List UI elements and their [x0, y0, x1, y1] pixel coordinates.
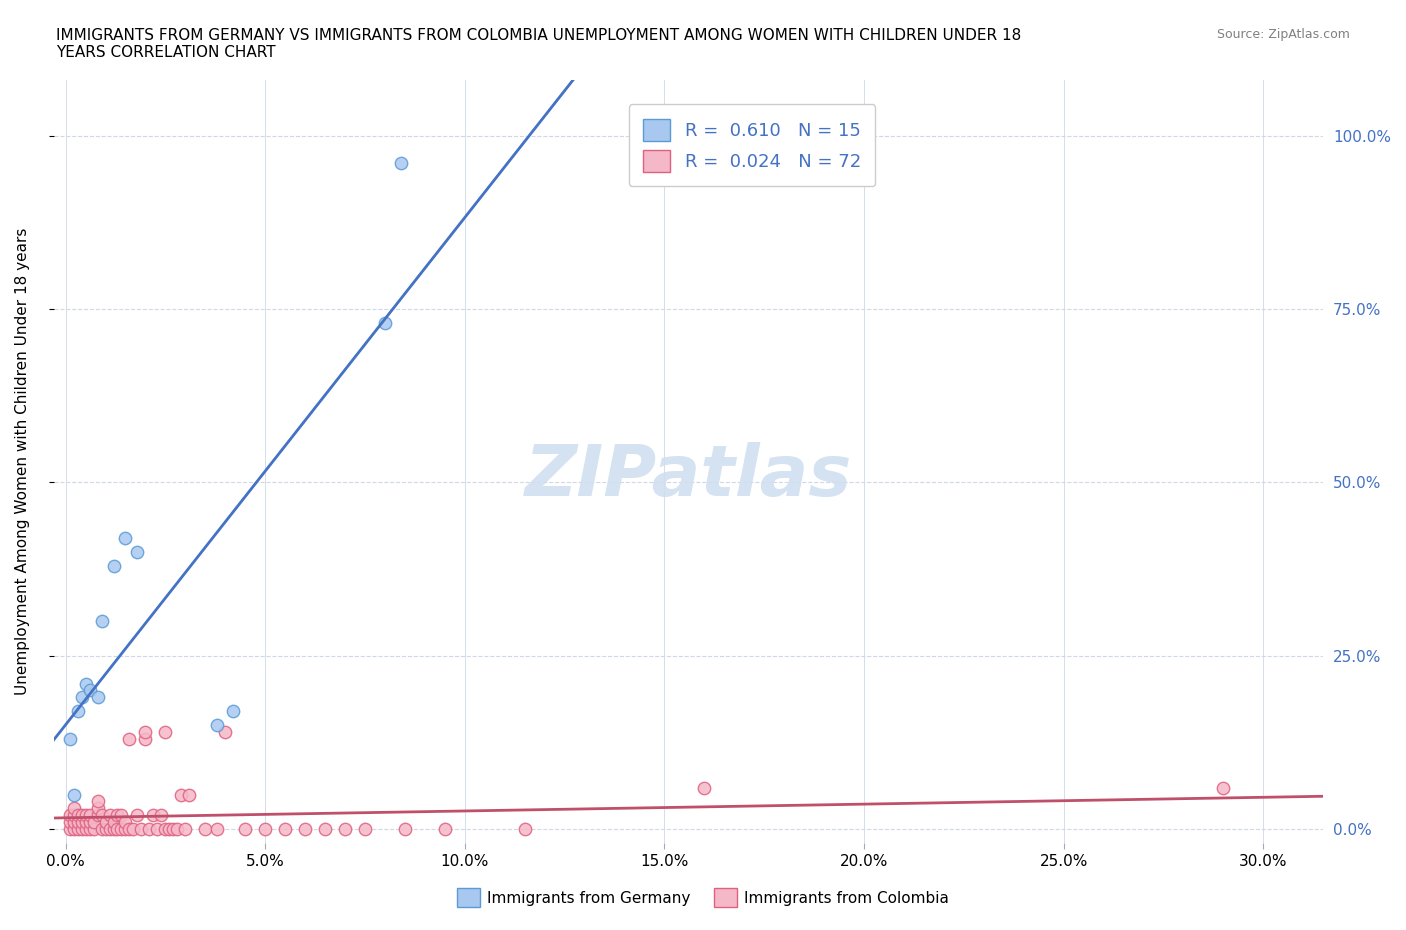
- Point: [179, 787, 201, 802]
- Point: [138, 822, 160, 837]
- Point: [79, 815, 101, 830]
- Point: [86, 690, 108, 705]
- Point: [693, 780, 716, 795]
- Point: [333, 822, 356, 837]
- Point: [75, 676, 97, 691]
- Point: [114, 822, 136, 837]
- Point: [254, 822, 277, 837]
- Point: [134, 732, 156, 747]
- Point: [94, 822, 117, 837]
- Point: [66, 822, 89, 837]
- Point: [90, 808, 112, 823]
- Point: [94, 815, 117, 830]
- Point: [62, 801, 84, 816]
- Point: [79, 683, 101, 698]
- Point: [114, 815, 136, 830]
- Text: Source: ZipAtlas.com: Source: ZipAtlas.com: [1216, 28, 1350, 41]
- Text: ZIPatlas: ZIPatlas: [524, 443, 852, 512]
- Point: [131, 822, 153, 837]
- Point: [75, 822, 97, 837]
- Point: [127, 544, 149, 559]
- Text: IMMIGRANTS FROM GERMANY VS IMMIGRANTS FROM COLOMBIA UNEMPLOYMENT AMONG WOMEN WIT: IMMIGRANTS FROM GERMANY VS IMMIGRANTS FR…: [56, 28, 1022, 60]
- Point: [90, 822, 112, 837]
- Point: [62, 787, 84, 802]
- Point: [70, 808, 93, 823]
- Point: [62, 815, 84, 830]
- Point: [98, 822, 121, 837]
- Point: [170, 787, 193, 802]
- Point: [433, 822, 456, 837]
- Point: [62, 808, 84, 823]
- Point: [58, 808, 80, 823]
- Point: [513, 822, 536, 837]
- Point: [70, 815, 93, 830]
- Point: [314, 822, 336, 837]
- Y-axis label: Unemployment Among Women with Children Under 18 years: Unemployment Among Women with Children U…: [15, 228, 30, 696]
- Point: [207, 822, 229, 837]
- Point: [103, 558, 125, 573]
- Point: [66, 808, 89, 823]
- Point: [146, 822, 169, 837]
- Point: [194, 822, 217, 837]
- Point: [62, 822, 84, 837]
- Point: [166, 822, 188, 837]
- Point: [142, 808, 165, 823]
- Point: [155, 724, 177, 739]
- Point: [83, 815, 105, 830]
- Point: [75, 808, 97, 823]
- Point: [114, 530, 136, 545]
- Point: [157, 822, 180, 837]
- Legend: R =  0.610   N = 15, R =  0.024   N = 72: R = 0.610 N = 15, R = 0.024 N = 72: [628, 104, 876, 186]
- Point: [107, 822, 129, 837]
- Point: [374, 315, 396, 330]
- Point: [107, 808, 129, 823]
- Point: [86, 808, 108, 823]
- Point: [79, 822, 101, 837]
- Point: [70, 822, 93, 837]
- Point: [354, 822, 377, 837]
- Point: [207, 718, 229, 733]
- Point: [98, 808, 121, 823]
- Point: [70, 690, 93, 705]
- Point: [103, 822, 125, 837]
- Point: [83, 822, 105, 837]
- Point: [155, 822, 177, 837]
- Point: [75, 815, 97, 830]
- Point: [294, 822, 316, 837]
- Point: [134, 724, 156, 739]
- Point: [274, 822, 297, 837]
- Point: [122, 822, 145, 837]
- Point: [222, 704, 245, 719]
- Point: [118, 822, 141, 837]
- Point: [58, 822, 80, 837]
- Point: [1212, 780, 1234, 795]
- Point: [79, 808, 101, 823]
- Point: [174, 822, 197, 837]
- Point: [58, 815, 80, 830]
- Point: [86, 801, 108, 816]
- Point: [127, 808, 149, 823]
- Point: [110, 822, 132, 837]
- Point: [394, 822, 416, 837]
- Point: [150, 808, 173, 823]
- Point: [110, 808, 132, 823]
- Point: [389, 156, 412, 171]
- Point: [86, 794, 108, 809]
- Point: [233, 822, 256, 837]
- Point: [58, 732, 80, 747]
- Legend: Immigrants from Germany, Immigrants from Colombia: Immigrants from Germany, Immigrants from…: [451, 883, 955, 913]
- Point: [162, 822, 184, 837]
- Point: [118, 732, 141, 747]
- Point: [66, 704, 89, 719]
- Point: [66, 815, 89, 830]
- Point: [90, 614, 112, 629]
- Point: [214, 724, 236, 739]
- Point: [103, 815, 125, 830]
